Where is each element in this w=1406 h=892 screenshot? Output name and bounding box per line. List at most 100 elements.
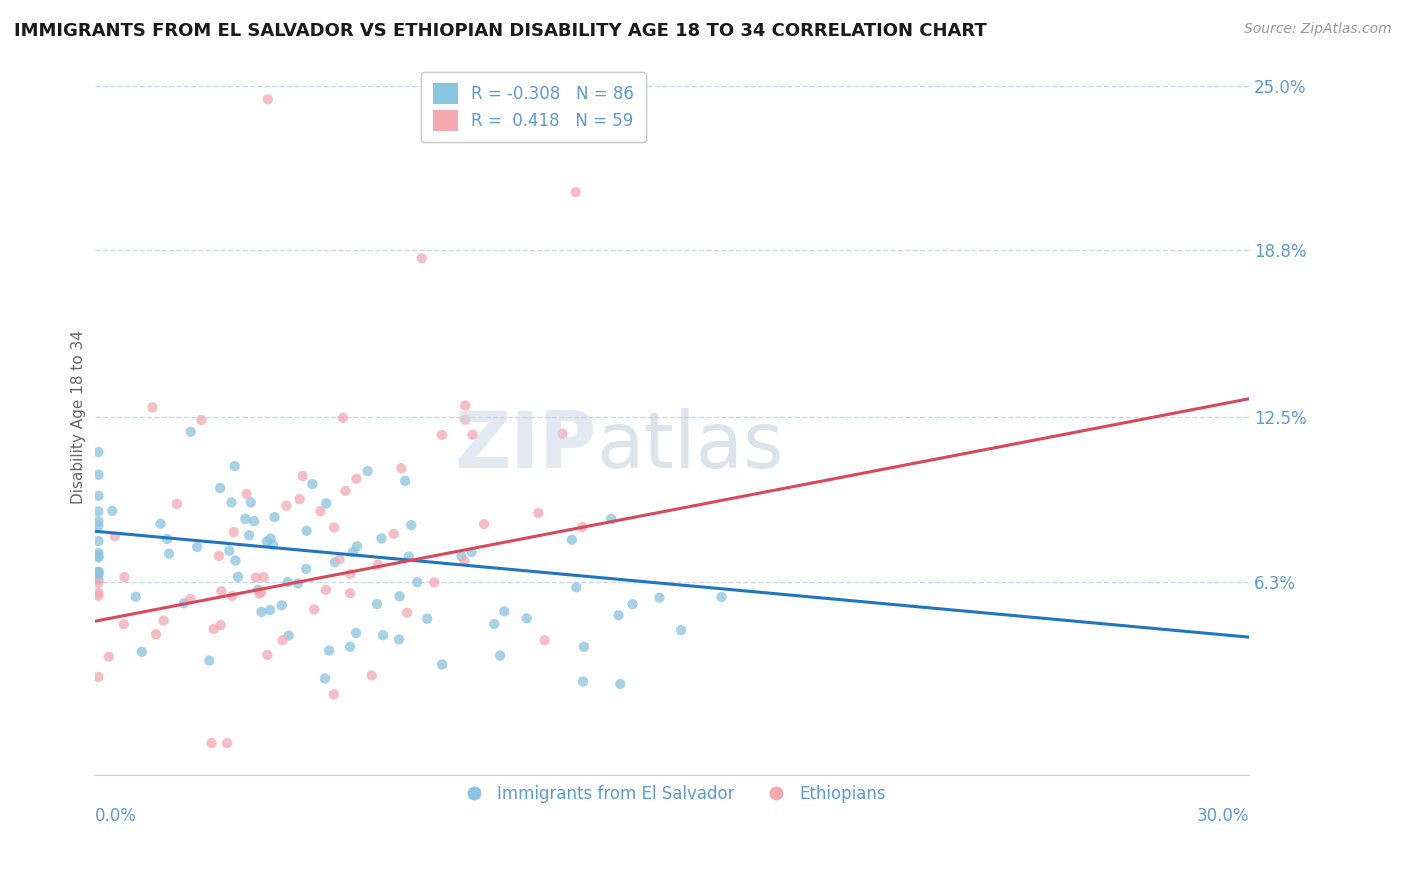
Point — [141, 401, 163, 415]
Point — [332, 410, 354, 425]
Point — [226, 570, 249, 584]
Point — [571, 520, 593, 534]
Point — [453, 554, 475, 568]
Point — [607, 608, 630, 623]
Point — [243, 514, 266, 528]
Point — [173, 596, 195, 610]
Point — [489, 648, 512, 663]
Point — [669, 623, 692, 637]
Point — [323, 520, 346, 534]
Point — [217, 736, 239, 750]
Point — [454, 399, 477, 413]
Point — [263, 510, 285, 524]
Point — [157, 547, 180, 561]
Point — [301, 477, 323, 491]
Point — [202, 622, 225, 636]
Point — [367, 558, 389, 572]
Point — [124, 590, 146, 604]
Point — [322, 687, 344, 701]
Point — [156, 532, 179, 546]
Point — [398, 549, 420, 564]
Point — [186, 540, 208, 554]
Point — [87, 549, 110, 563]
Legend: R = -0.308   N = 86, R =  0.418   N = 59: R = -0.308 N = 86, R = 0.418 N = 59 — [420, 71, 645, 142]
Point — [360, 668, 382, 682]
Point — [87, 565, 110, 579]
Point — [609, 677, 631, 691]
Point — [97, 649, 120, 664]
Point — [472, 517, 495, 532]
Point — [314, 671, 336, 685]
Point — [87, 573, 110, 587]
Point — [246, 582, 269, 597]
Point — [551, 426, 574, 441]
Point — [423, 575, 446, 590]
Point — [291, 469, 314, 483]
Point — [396, 606, 419, 620]
Point — [87, 515, 110, 529]
Point — [561, 533, 583, 547]
Point — [224, 459, 246, 474]
Point — [356, 464, 378, 478]
Point — [342, 545, 364, 559]
Point — [145, 627, 167, 641]
Point — [262, 538, 284, 552]
Point — [370, 532, 392, 546]
Point — [565, 580, 588, 594]
Text: ZIP: ZIP — [454, 408, 596, 483]
Point — [87, 589, 110, 603]
Point — [494, 604, 516, 618]
Point — [101, 504, 124, 518]
Point — [209, 584, 232, 599]
Point — [710, 590, 733, 604]
Point — [277, 629, 299, 643]
Point — [131, 645, 153, 659]
Point — [221, 495, 243, 509]
Point — [394, 474, 416, 488]
Point — [399, 518, 422, 533]
Point — [564, 185, 586, 199]
Point — [87, 546, 110, 560]
Point — [112, 617, 135, 632]
Point — [572, 640, 595, 654]
Text: 30.0%: 30.0% — [1197, 806, 1249, 825]
Point — [218, 543, 240, 558]
Point — [245, 570, 267, 584]
Point — [335, 483, 357, 498]
Point — [287, 576, 309, 591]
Point — [208, 549, 231, 563]
Y-axis label: Disability Age 18 to 34: Disability Age 18 to 34 — [72, 330, 86, 504]
Point — [209, 618, 232, 632]
Point — [198, 653, 221, 667]
Point — [87, 467, 110, 482]
Text: IMMIGRANTS FROM EL SALVADOR VS ETHIOPIAN DISABILITY AGE 18 TO 34 CORRELATION CHA: IMMIGRANTS FROM EL SALVADOR VS ETHIOPIAN… — [14, 22, 987, 40]
Point — [87, 565, 110, 579]
Point — [344, 626, 367, 640]
Point — [221, 589, 243, 603]
Point — [87, 533, 110, 548]
Point — [302, 602, 325, 616]
Point — [295, 524, 318, 538]
Point — [411, 252, 433, 266]
Point — [250, 605, 273, 619]
Point — [87, 445, 110, 459]
Point — [87, 504, 110, 518]
Point — [271, 633, 294, 648]
Point — [224, 553, 246, 567]
Point — [239, 495, 262, 509]
Point — [484, 616, 506, 631]
Point — [259, 532, 281, 546]
Point — [112, 570, 135, 584]
Point — [238, 528, 260, 542]
Point — [235, 487, 257, 501]
Point — [87, 586, 110, 600]
Point — [382, 526, 405, 541]
Point — [87, 550, 110, 565]
Point — [87, 518, 110, 533]
Point — [339, 640, 361, 654]
Point — [222, 524, 245, 539]
Point — [253, 570, 276, 584]
Point — [277, 575, 299, 590]
Point — [190, 413, 212, 427]
Point — [87, 576, 110, 591]
